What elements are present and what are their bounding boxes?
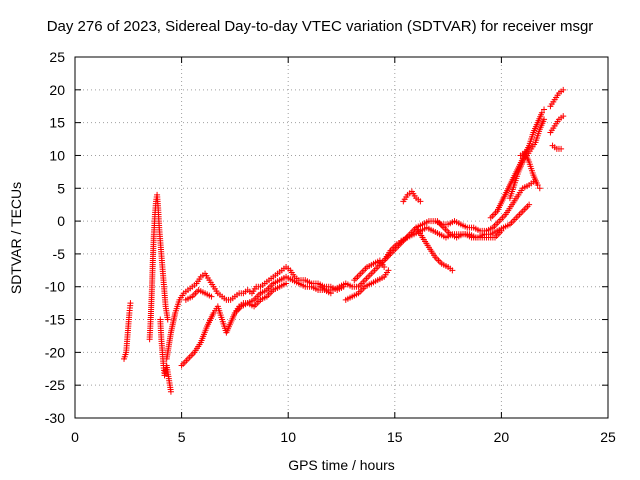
data-markers bbox=[182, 287, 215, 303]
data-markers bbox=[413, 224, 456, 274]
chart-title: Day 276 of 2023, Sidereal Day-to-day VTE… bbox=[46, 18, 594, 35]
data-markers bbox=[547, 86, 567, 110]
y-tick-label: 10 bbox=[49, 147, 65, 163]
y-tick-label: 5 bbox=[57, 180, 65, 196]
series-arc-17 bbox=[506, 116, 548, 202]
series-arc-10 bbox=[351, 257, 388, 284]
y-tick-label: -30 bbox=[45, 410, 65, 426]
y-tick-label: 0 bbox=[57, 213, 65, 229]
y-axis-label: SDTVAR / TECUs bbox=[8, 181, 24, 295]
y-tick-label: 20 bbox=[49, 82, 65, 98]
data-markers bbox=[157, 316, 174, 395]
series-arc-13 bbox=[400, 188, 424, 205]
y-tick-label: 15 bbox=[49, 115, 65, 131]
series-arc-1 bbox=[121, 300, 134, 362]
data-markers bbox=[547, 113, 567, 136]
x-tick-label: 5 bbox=[178, 429, 186, 445]
series-arc-21 bbox=[549, 142, 565, 152]
series-arc-14 bbox=[413, 224, 456, 274]
plot-frame bbox=[74, 56, 609, 419]
series-arc-16 bbox=[487, 106, 548, 221]
y-tick-label: -20 bbox=[45, 344, 65, 360]
data-markers bbox=[231, 280, 290, 316]
x-axis-label: GPS time / hours bbox=[288, 457, 395, 473]
series-arc-20 bbox=[547, 113, 567, 136]
data-markers bbox=[398, 201, 533, 244]
y-tick-label: -10 bbox=[45, 279, 65, 295]
data-markers bbox=[351, 257, 388, 284]
series-arc-8 bbox=[317, 237, 407, 294]
y-tick-label: 25 bbox=[49, 49, 65, 65]
y-tick-label: -15 bbox=[45, 312, 65, 328]
series-arc-4 bbox=[163, 264, 347, 362]
data-markers bbox=[434, 218, 505, 241]
y-tick-label: -5 bbox=[53, 246, 66, 262]
series-arc-15 bbox=[434, 218, 505, 241]
data-markers bbox=[381, 178, 537, 264]
y-tick-label: -25 bbox=[45, 377, 65, 393]
x-tick-label: 20 bbox=[494, 429, 510, 445]
data-markers bbox=[121, 300, 134, 362]
series-arc-2 bbox=[146, 191, 171, 343]
series-arc-3 bbox=[157, 316, 174, 395]
data-markers bbox=[517, 149, 543, 192]
x-tick-label: 25 bbox=[600, 429, 616, 445]
series-arc-7 bbox=[231, 280, 290, 316]
series-arc-11 bbox=[381, 178, 537, 264]
data-markers bbox=[146, 191, 171, 343]
series-arc-19 bbox=[547, 86, 567, 110]
series-arc-18 bbox=[517, 149, 543, 192]
data-markers bbox=[549, 142, 565, 152]
x-tick-label: 10 bbox=[280, 429, 296, 445]
series-arc-5 bbox=[182, 287, 215, 303]
data-markers bbox=[317, 237, 407, 294]
data-markers bbox=[506, 116, 548, 202]
x-tick-label: 0 bbox=[71, 429, 79, 445]
series-arc-12 bbox=[398, 201, 533, 244]
x-tick-label: 15 bbox=[387, 429, 403, 445]
series-arc-9 bbox=[342, 267, 392, 303]
data-markers bbox=[487, 106, 548, 221]
data-markers bbox=[400, 188, 424, 205]
data-markers bbox=[163, 264, 347, 362]
data-markers bbox=[342, 267, 392, 303]
